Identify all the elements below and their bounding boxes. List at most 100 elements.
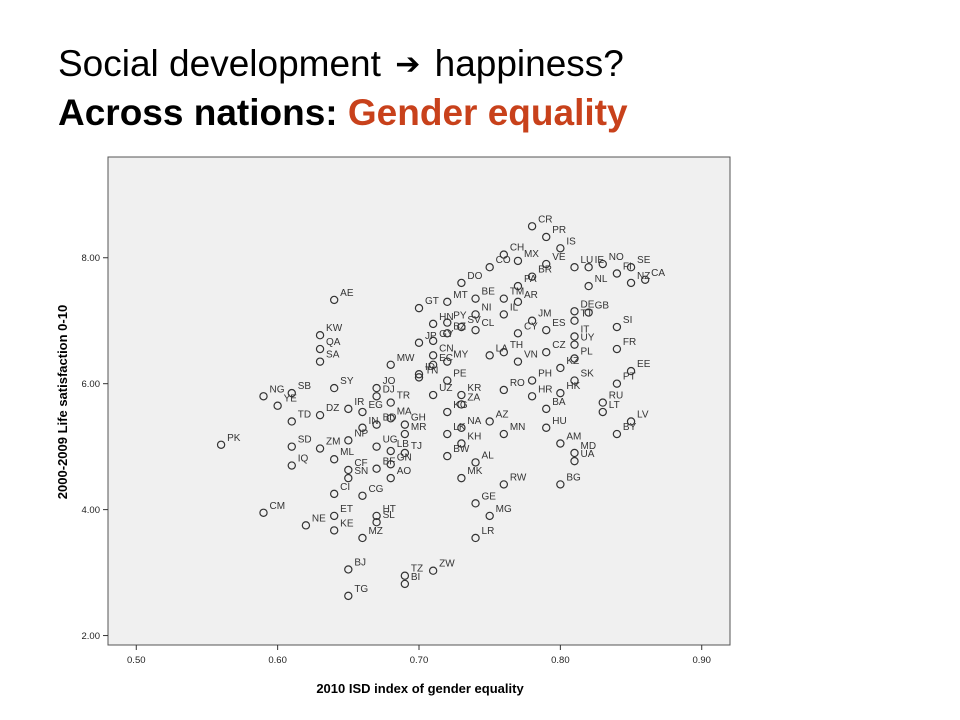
data-point-ph: [527, 376, 537, 385]
data-point-ht: [372, 511, 381, 521]
data-label-cf: CF: [354, 458, 367, 469]
data-point-na: [457, 423, 466, 432]
data-label-ir: IR: [354, 397, 364, 408]
data-point-uy: [570, 340, 579, 349]
data-label-ar: AR: [524, 290, 538, 301]
data-point-qa: [315, 344, 325, 354]
data-label-cn: CN: [439, 343, 453, 354]
data-point-ca: [640, 275, 650, 284]
data-point-dz: [315, 410, 325, 420]
data-point-gy: [428, 336, 438, 346]
data-label-md: MD: [581, 441, 597, 452]
data-label-il: IL: [510, 302, 519, 313]
data-point-cz: [542, 348, 551, 357]
data-point-kw: [315, 330, 325, 340]
data-point-lu: [570, 262, 579, 272]
title-line-2: Across nations: Gender equality: [58, 89, 628, 137]
data-label-ng: NG: [270, 384, 285, 395]
data-point-vn: [513, 357, 523, 366]
subtitle-accent: Gender equality: [347, 92, 628, 133]
data-point-tr: [386, 398, 395, 407]
y-tick-label: 6.00: [82, 379, 101, 390]
data-point-am: [556, 439, 565, 448]
data-point-mx: [513, 256, 523, 266]
data-label-fr: FR: [623, 337, 636, 348]
data-point-jp: [414, 338, 424, 347]
data-point-by: [612, 429, 622, 439]
data-label-zw: ZW: [439, 559, 455, 570]
data-point-mr: [400, 429, 410, 439]
data-point-pe: [443, 376, 452, 385]
data-label-hr: HR: [538, 384, 552, 395]
data-point-nz: [626, 278, 636, 288]
data-point-tt: [570, 316, 579, 325]
data-point-de: [570, 307, 579, 316]
data-point-az: [485, 417, 494, 426]
data-label-be: BE: [482, 287, 496, 298]
data-label-hk: HK: [566, 381, 580, 392]
data-point-mt: [443, 297, 452, 307]
data-label-bg: BG: [566, 472, 581, 483]
data-label-ph: PH: [538, 369, 552, 380]
data-label-za: ZA: [467, 392, 480, 403]
data-label-lt: LT: [609, 400, 620, 411]
data-label-ee: EE: [637, 359, 651, 370]
data-point-my: [443, 357, 452, 366]
data-label-dz: DZ: [326, 403, 339, 414]
data-point-iq: [287, 461, 296, 470]
data-point-dj: [372, 392, 381, 401]
data-point-la: [485, 351, 494, 360]
data-label-it: IT: [581, 324, 590, 335]
data-point-hk: [556, 388, 565, 398]
data-point-lr: [471, 533, 480, 543]
data-point-pa: [513, 281, 523, 291]
data-point-tg: [344, 591, 353, 601]
data-label-lv: LV: [637, 409, 649, 420]
y-tick-label: 4.00: [82, 505, 101, 516]
data-point-is: [556, 244, 565, 253]
data-label-bf: BF: [383, 457, 396, 468]
data-point-cy: [513, 329, 523, 338]
data-point-mg: [485, 511, 494, 521]
data-point-ci: [329, 489, 339, 499]
data-label-ne: NE: [312, 513, 326, 524]
data-point-il: [499, 310, 509, 319]
data-point-sl: [372, 518, 381, 527]
data-point-ie: [584, 262, 593, 272]
data-point-ro: [499, 385, 509, 395]
data-label-uz: UZ: [439, 383, 452, 394]
data-point-pk: [216, 440, 226, 449]
data-label-td: TD: [298, 409, 311, 420]
data-label-nl: NL: [595, 274, 608, 285]
data-point-gt: [414, 303, 424, 313]
data-label-gt: GT: [425, 296, 439, 307]
data-label-cl: CL: [482, 318, 495, 329]
data-point-gb: [584, 308, 593, 317]
data-label-ro: RO: [510, 378, 525, 389]
data-label-mz: MZ: [368, 526, 382, 537]
data-point-kz: [556, 363, 565, 373]
data-point-zw: [428, 566, 438, 575]
data-point-hn: [428, 319, 438, 329]
data-label-bi: BI: [411, 572, 420, 583]
data-point-jo: [372, 383, 381, 393]
data-point-in: [358, 423, 367, 432]
data-label-ru: RU: [609, 391, 623, 402]
data-label-id: ID: [425, 362, 435, 373]
data-point-no: [598, 259, 607, 269]
data-label-se: SE: [637, 255, 651, 266]
data-label-ye: YE: [284, 394, 298, 405]
data-label-vn: VN: [524, 350, 538, 361]
data-point-hu: [542, 423, 551, 432]
y-tick-label: 2.00: [82, 631, 101, 642]
data-point-se: [626, 262, 636, 272]
data-label-gy: GY: [439, 329, 454, 340]
title-text-b: happiness?: [434, 43, 624, 84]
data-label-mr: MR: [411, 422, 427, 433]
data-label-qa: QA: [326, 337, 341, 348]
data-label-ch: CH: [510, 243, 524, 254]
data-point-ee: [626, 366, 636, 376]
data-label-hn: HN: [439, 312, 453, 323]
data-point-za: [457, 400, 466, 409]
data-label-sb: SB: [298, 381, 312, 392]
